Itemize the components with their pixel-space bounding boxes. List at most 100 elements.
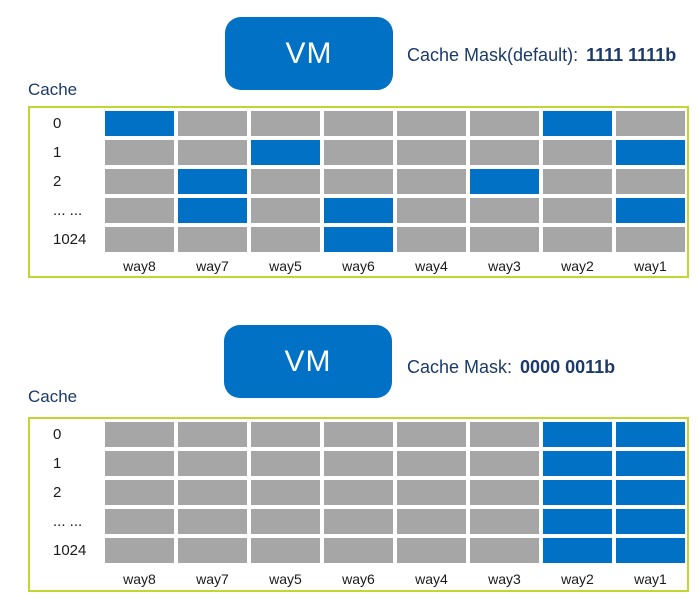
cache-mask-label: Cache Mask: [407,357,513,377]
cache-cell-free [178,509,247,534]
cache-cell-allocated [543,111,612,136]
cache-cell-free [397,227,466,252]
cache-cell-free [324,509,393,534]
row-label: 0 [32,422,101,447]
cache-cell-free [470,140,539,165]
col-label: way6 [324,256,393,276]
row-label: 0 [32,111,101,136]
header-spacer [32,567,101,590]
cache-cell-allocated [178,198,247,223]
cache-cell-allocated [616,480,685,505]
cache-cell-free [470,422,539,447]
col-label: way8 [105,567,174,590]
header-spacer [32,256,101,276]
cache-cell-free [470,538,539,563]
cache-cell-free [251,480,320,505]
col-label: way4 [397,256,466,276]
cache-cell-allocated [543,480,612,505]
cache-cell-free [470,480,539,505]
cache-cell-free [105,198,174,223]
cache-cell-free [543,198,612,223]
cache-cell-free [324,451,393,476]
cache-cell-allocated [543,451,612,476]
vm-box-bottom: VM [224,325,392,398]
cache-cell-free [178,227,247,252]
cache-cell-free [324,111,393,136]
row-label: 1 [32,140,101,165]
cache-cell-allocated [251,140,320,165]
col-label: way3 [470,256,539,276]
cache-cell-free [397,422,466,447]
row-label: 1024 [32,538,101,563]
col-label: way1 [616,256,685,276]
cache-cell-free [251,451,320,476]
cache-cell-free [178,538,247,563]
col-label: way1 [616,567,685,590]
cache-cell-allocated [178,169,247,194]
cache-cell-allocated [470,169,539,194]
cache-cell-free [105,509,174,534]
cache-cell-free [543,227,612,252]
cache-mask-label: Cache Mask(default): [407,45,579,65]
cache-cell-free [105,451,174,476]
cache-cell-free [470,227,539,252]
cache-cell-free [397,509,466,534]
cache-title-bottom: Cache [28,387,78,406]
cache-cell-free [397,451,466,476]
cache-cell-free [178,451,247,476]
vm-box-top: VM [225,17,393,90]
cache-cell-free [616,227,685,252]
cache-cell-free [470,509,539,534]
cache-cell-free [105,227,174,252]
row-label: 1024 [32,227,101,252]
col-label: way6 [324,567,393,590]
col-label: way2 [543,256,612,276]
cache-cell-free [178,480,247,505]
cache-title-top: Cache [28,80,78,99]
cache-cell-free [324,422,393,447]
cache-cell-allocated [616,509,685,534]
cache-cell-free [105,480,174,505]
cache-cell-allocated [616,538,685,563]
cache-cell-free [178,140,247,165]
row-label: 2 [32,169,101,194]
cache-cell-free [105,140,174,165]
cache-cell-free [616,169,685,194]
cache-cell-free [324,480,393,505]
col-label: way3 [470,567,539,590]
cache-cell-free [251,169,320,194]
cache-cell-free [105,169,174,194]
cache-cell-free [251,509,320,534]
cache-cell-free [105,538,174,563]
cache-cell-free [178,111,247,136]
col-label: way5 [251,256,320,276]
cache-cell-allocated [324,198,393,223]
cache-cell-allocated [616,140,685,165]
cache-cell-allocated [616,198,685,223]
cache-cell-free [397,480,466,505]
cache-cell-free [251,198,320,223]
cache-cell-free [397,169,466,194]
cache-cell-free [324,140,393,165]
cache-cell-allocated [105,111,174,136]
cache-mask-line-top: Cache Mask(default): 1111 1111b [407,45,676,66]
cache-cell-free [616,111,685,136]
cache-cell-free [251,111,320,136]
cache-cell-free [251,422,320,447]
cache-cell-allocated [616,422,685,447]
cache-cell-free [543,140,612,165]
col-label: way8 [105,256,174,276]
cache-cell-free [470,451,539,476]
cache-cell-allocated [616,451,685,476]
row-label: ... ... [32,509,101,534]
cache-cell-free [251,538,320,563]
cache-cell-free [397,538,466,563]
cache-cell-free [543,169,612,194]
cache-cell-free [324,538,393,563]
cache-cell-free [397,140,466,165]
cache-cell-free [105,422,174,447]
cache-mask-value: 0000 0011b [520,357,616,377]
cache-cell-allocated [543,422,612,447]
vm-label: VM [284,344,332,378]
